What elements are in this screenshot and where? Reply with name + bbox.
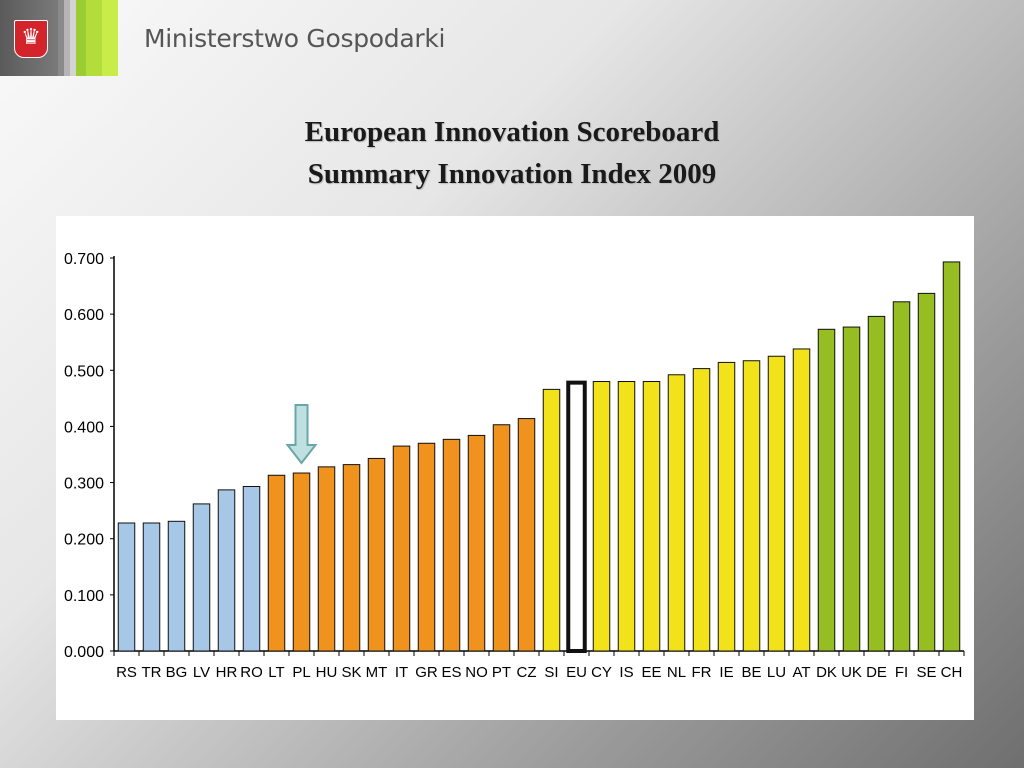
- bars: [117, 261, 961, 653]
- y-axis: [110, 256, 965, 656]
- bar-ch: [942, 261, 961, 652]
- slide-title-line1: European Innovation Scoreboard: [304, 116, 720, 148]
- x-tick-label-fr: FR: [692, 664, 712, 681]
- x-tick-labels: RS TR BG LV HR RO LT PL HU SK MT IT GR ES NO PT CZ SI EU CY…: [116, 664, 962, 681]
- x-tick-label-ro: RO: [240, 664, 263, 681]
- bar-si: [542, 388, 561, 652]
- x-tick-label-is: IS: [619, 664, 633, 681]
- bar-pt: [492, 424, 511, 652]
- down-arrow-icon: [285, 404, 318, 465]
- bar-ie: [717, 361, 736, 652]
- header-logo-strip: ♛: [0, 0, 118, 76]
- bar-sk: [342, 464, 361, 652]
- bar-is: [617, 381, 636, 652]
- bar-hr: [217, 489, 236, 652]
- x-tick-label-lu: LU: [767, 664, 786, 681]
- y-tick-label: 0.100: [64, 588, 104, 605]
- logo-stripes: [58, 0, 118, 76]
- bar-no: [467, 434, 486, 652]
- x-tick-label-hu: HU: [316, 664, 338, 681]
- x-tick-label-dk: DK: [816, 664, 837, 681]
- x-tick-label-be: BE: [741, 664, 761, 681]
- slide-title-line2: Summary Innovation Index 2009: [307, 158, 717, 190]
- polish-eagle-icon: ♛: [14, 20, 48, 58]
- bar-bg: [167, 520, 186, 652]
- bar-lt: [267, 474, 286, 652]
- bar-it: [392, 445, 411, 652]
- bar-at: [792, 348, 811, 652]
- x-tick-label-tr: TR: [142, 664, 162, 681]
- bar-be: [742, 360, 761, 652]
- x-tick-label-eu: EU: [566, 664, 587, 681]
- bar-cy: [592, 381, 611, 652]
- x-tick-label-lv: LV: [193, 664, 210, 681]
- x-tick-label-mt: MT: [366, 664, 388, 681]
- bar-mt: [367, 457, 386, 652]
- x-tick-label-pt: PT: [492, 664, 511, 681]
- y-tick-label: 0.700: [64, 251, 104, 268]
- bar-cz: [517, 418, 536, 652]
- bar-lu: [767, 355, 786, 652]
- x-tick-label-ee: EE: [641, 664, 661, 681]
- x-tick-label-es: ES: [441, 664, 461, 681]
- bar-gr: [417, 442, 436, 652]
- x-tick-label-nl: NL: [667, 664, 686, 681]
- bar-de: [867, 315, 886, 652]
- y-tick-label: 0.200: [64, 532, 104, 549]
- bar-se: [917, 292, 936, 652]
- x-tick-label-hr: HR: [216, 664, 238, 681]
- x-tick-label-pl: PL: [292, 664, 310, 681]
- x-tick-label-at: AT: [792, 664, 810, 681]
- y-tick-label: 0.000: [64, 644, 104, 661]
- x-tick-label-rs: RS: [116, 664, 137, 681]
- x-tick-label-ie: IE: [719, 664, 733, 681]
- y-tick-labels: 0.000 0.100 0.200 0.300 0.400 0.500 0.600 0.700: [64, 251, 104, 661]
- x-tick-label-uk: UK: [841, 664, 862, 681]
- x-tick-label-de: DE: [866, 664, 887, 681]
- x-tick-label-sk: SK: [341, 664, 361, 681]
- y-tick-label: 0.300: [64, 476, 104, 493]
- x-tick-label-lt: LT: [268, 664, 284, 681]
- bar-hu: [317, 466, 336, 652]
- y-tick-label: 0.500: [64, 363, 104, 380]
- bar-ee: [642, 381, 661, 652]
- bar-fi: [892, 301, 911, 652]
- bar-dk: [817, 328, 836, 652]
- bar-uk: [842, 326, 861, 652]
- x-tick-label-ch: CH: [941, 664, 963, 681]
- x-tick-label-cz: CZ: [517, 664, 537, 681]
- x-tick-label-gr: GR: [415, 664, 438, 681]
- x-tick-label-fi: FI: [895, 664, 908, 681]
- bar-rs: [117, 522, 136, 652]
- x-tick-label-bg: BG: [166, 664, 188, 681]
- x-tick-label-si: SI: [544, 664, 558, 681]
- y-tick-label: 0.600: [64, 307, 104, 324]
- bar-nl: [667, 374, 686, 652]
- bar-ro: [242, 486, 261, 652]
- bar-pl: [292, 472, 311, 652]
- bar-eu: [566, 380, 587, 653]
- bar-fr: [692, 368, 711, 652]
- x-tick-label-cy: CY: [591, 664, 612, 681]
- x-tick-label-it: IT: [395, 664, 408, 681]
- y-tick-label: 0.400: [64, 419, 104, 436]
- chart-panel: 0.000 0.100 0.200 0.300 0.400 0.500 0.600 0.700…: [56, 216, 974, 720]
- bar-tr: [142, 522, 161, 652]
- bar-lv: [192, 503, 211, 652]
- x-tick-label-se: SE: [916, 664, 936, 681]
- x-tick-label-no: NO: [465, 664, 488, 681]
- highlight-marker: [285, 404, 318, 465]
- bar-chart: 0.000 0.100 0.200 0.300 0.400 0.500 0.600 0.700…: [64, 251, 965, 681]
- bar-es: [442, 438, 461, 652]
- ministry-name: Ministerstwo Gospodarki: [144, 24, 446, 53]
- emblem-box: ♛: [0, 0, 58, 76]
